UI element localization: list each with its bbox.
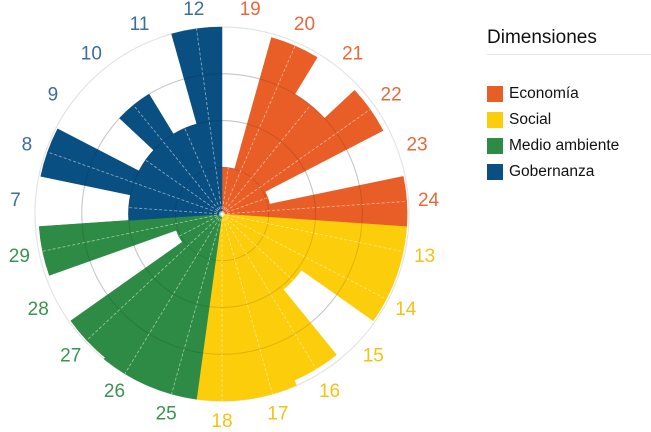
legend-title: Dimensiones: [487, 26, 651, 55]
category-label-10: 10: [81, 43, 102, 64]
legend-label: Social: [509, 111, 552, 128]
category-label-24: 24: [418, 190, 440, 211]
category-label-16: 16: [319, 381, 340, 402]
category-label-17: 17: [267, 403, 288, 424]
category-label-11: 11: [130, 14, 150, 35]
category-label-25: 25: [156, 403, 177, 424]
category-label-14: 14: [395, 299, 417, 320]
category-label-8: 8: [22, 135, 33, 156]
category-label-13: 13: [414, 246, 435, 267]
bar-20[interactable]: [221, 37, 318, 215]
category-label-15: 15: [363, 345, 384, 366]
category-labels: 19 20 21 22 23 24 13 14 15 16 17 18 25 26 27 28 29 7 8 9 10 1…: [9, 0, 440, 432]
category-label-26: 26: [104, 381, 125, 402]
legend-label: Medio ambiente: [509, 137, 620, 154]
legend-items: Economía Social Medio ambiente Gobernanz…: [487, 81, 651, 185]
swatch-icon: [487, 138, 503, 154]
category-label-9: 9: [48, 85, 59, 106]
legend-item-economia[interactable]: Economía: [487, 81, 651, 107]
spokes: [42, 28, 407, 401]
bar-29[interactable]: [38, 213, 223, 276]
category-label-29: 29: [9, 246, 30, 267]
bar-10[interactable]: [119, 93, 223, 215]
category-label-12: 12: [183, 0, 204, 20]
category-label-20: 20: [294, 14, 315, 35]
legend-item-gobernanza[interactable]: Gobernanza: [487, 159, 651, 185]
swatch-icon: [487, 164, 503, 180]
category-label-21: 21: [342, 43, 363, 64]
category-label-7: 7: [10, 190, 21, 211]
swatch-icon: [487, 86, 503, 102]
category-label-19: 19: [240, 0, 261, 20]
category-label-27: 27: [60, 345, 81, 366]
category-label-22: 22: [381, 85, 402, 106]
legend: Dimensiones Economía Social Medio ambien…: [487, 26, 651, 185]
category-label-28: 28: [28, 299, 49, 320]
legend-label: Economía: [509, 85, 579, 102]
legend-item-medio-ambiente[interactable]: Medio ambiente: [487, 133, 651, 159]
legend-item-social[interactable]: Social: [487, 107, 651, 133]
category-label-18: 18: [211, 411, 232, 432]
category-label-23: 23: [406, 135, 427, 156]
swatch-icon: [487, 112, 503, 128]
legend-label: Gobernanza: [509, 163, 595, 180]
